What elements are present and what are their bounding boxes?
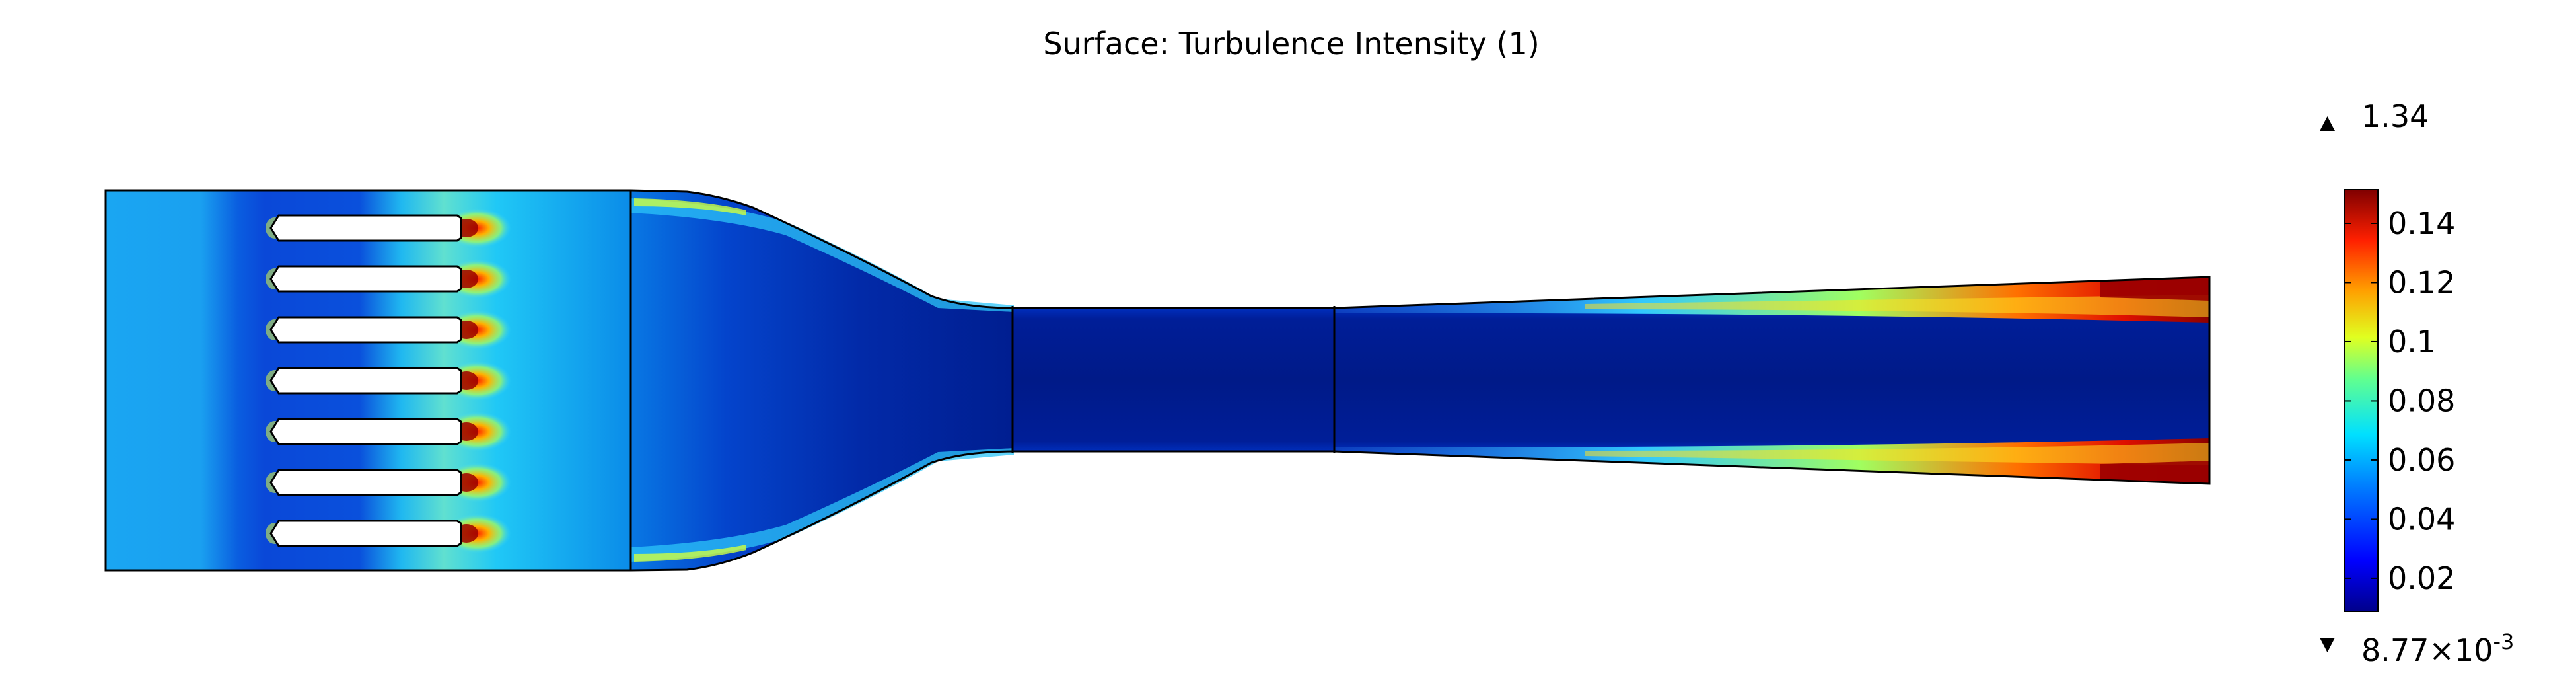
triangle-down-icon: [2320, 638, 2335, 652]
colorbar-tick-label: 0.1: [2388, 324, 2436, 360]
min-value-mantissa: 8.77×10: [2361, 633, 2493, 668]
diffuser-shear-bottom-core: [1585, 443, 2209, 465]
min-value-label: 8.77×10-3: [2361, 629, 2514, 668]
diffuser-section: [1334, 277, 2209, 484]
test-section: [1013, 308, 1335, 451]
color-legend: 1.34 0.14 0.12 0.1 0.08 0.06 0.04 0.02 8.77×10…: [2320, 98, 2514, 668]
diffuser-shear-top-core: [1585, 295, 2209, 317]
colorbar-tick-label: 0.12: [2388, 264, 2455, 300]
turning-vane: [269, 520, 462, 547]
turning-vane: [269, 367, 462, 395]
turning-vane: [269, 265, 462, 293]
diffuser-outlet-hot-bottom: [2100, 461, 2209, 484]
colorbar-tick-label: 0.06: [2388, 442, 2455, 478]
turning-vane: [269, 469, 462, 496]
colorbar-tick-label: 0.04: [2388, 501, 2455, 537]
turning-vane: [269, 316, 462, 344]
colorbar-ticks: 0.14 0.12 0.1 0.08 0.06 0.04 0.02: [2345, 206, 2455, 596]
contraction-section: [631, 190, 1014, 570]
domain-outline: [104, 189, 2211, 572]
plot-title: Surface: Turbulence Intensity (1): [1043, 26, 1539, 61]
turning-vane: [269, 214, 462, 242]
flow-domain: [104, 189, 2211, 572]
contraction-shear-bottom: [631, 448, 1014, 562]
contraction-shear-top-yellow: [634, 198, 746, 215]
colorbar-tick-label: 0.14: [2388, 206, 2455, 241]
diffuser-outlet-hot-top: [2100, 277, 2209, 301]
turning-vane: [269, 418, 462, 445]
turning-vanes: [269, 214, 462, 547]
colorbar-tick-label: 0.08: [2388, 383, 2455, 418]
max-value-label: 1.34: [2361, 98, 2429, 134]
contraction-shear-bottom-yellow: [634, 545, 746, 562]
colorbar-tick-label: 0.02: [2388, 560, 2455, 596]
min-value-exponent: -3: [2493, 629, 2515, 654]
contraction-shear-top: [631, 198, 1014, 312]
triangle-up-icon: [2320, 116, 2335, 131]
